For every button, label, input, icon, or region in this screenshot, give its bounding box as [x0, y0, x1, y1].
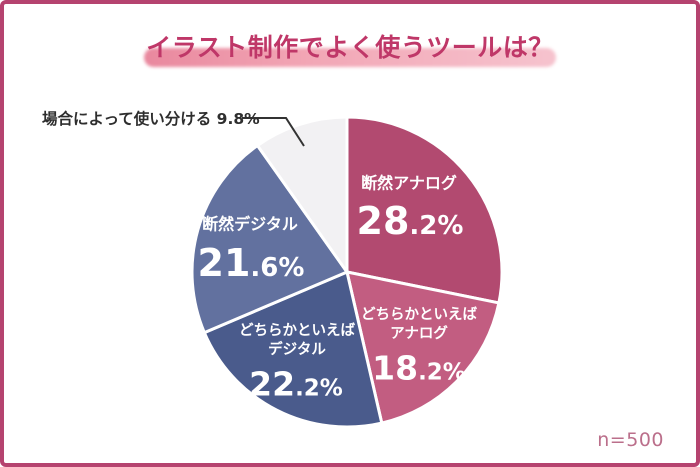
slice-value-danzen-digital: 21.6%	[197, 241, 305, 285]
title-highlight-brush	[144, 48, 556, 67]
page-title: イラスト制作でよく使うツールは？	[146, 33, 554, 62]
slice-label-danzen-digital: 断然デジタル	[202, 214, 298, 234]
callout-label-tsukaiwake: 場合によって使い分ける 9.8%	[42, 110, 260, 128]
pie-slice-4	[255, 115, 349, 274]
slice-value-dochiraka-digital: 22.2%	[249, 364, 343, 404]
slice-value-danzen-analog: 28.2%	[356, 199, 464, 243]
slice-label-danzen-analog: 断然アナログ	[361, 173, 457, 193]
pie-slice-0	[345, 115, 504, 305]
slice-value-dochiraka-analog: 18.2%	[372, 348, 466, 388]
callout-line	[242, 117, 305, 147]
pie-slice-3	[190, 143, 349, 335]
pie-slice-1	[345, 270, 501, 425]
chart-title-wrap: イラスト制作でよく使うツールは？	[0, 33, 700, 77]
sample-size-label: n=500	[597, 429, 664, 451]
pie-slice-2	[202, 270, 384, 429]
slice-label-dochiraka-digital: どちらかといえば デジタル	[239, 323, 355, 358]
slice-label-dochiraka-analog: どちらかといえば アナログ	[361, 307, 477, 342]
